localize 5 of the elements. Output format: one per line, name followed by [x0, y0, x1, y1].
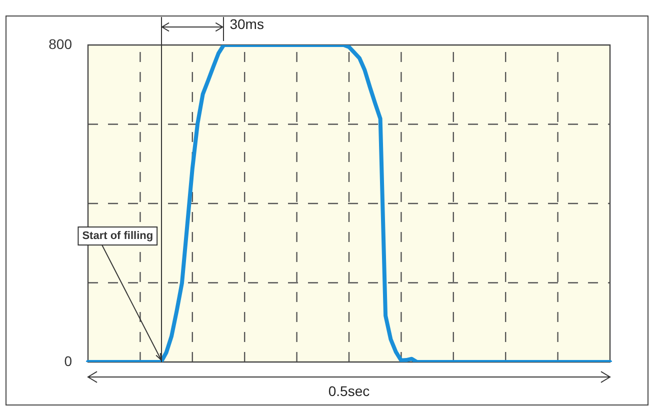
text: 0.5sec	[328, 382, 370, 399]
text: 30ms	[230, 16, 264, 32]
annotation: Start of filling	[82, 230, 154, 242]
y-tick-label: 800	[48, 36, 72, 52]
y-tick-label: 0	[64, 352, 72, 369]
